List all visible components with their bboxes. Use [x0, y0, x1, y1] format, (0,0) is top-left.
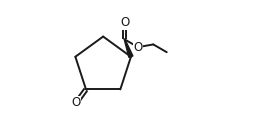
Text: O: O	[120, 16, 129, 29]
Text: O: O	[72, 96, 81, 109]
Polygon shape	[124, 39, 133, 57]
Text: O: O	[133, 41, 143, 54]
